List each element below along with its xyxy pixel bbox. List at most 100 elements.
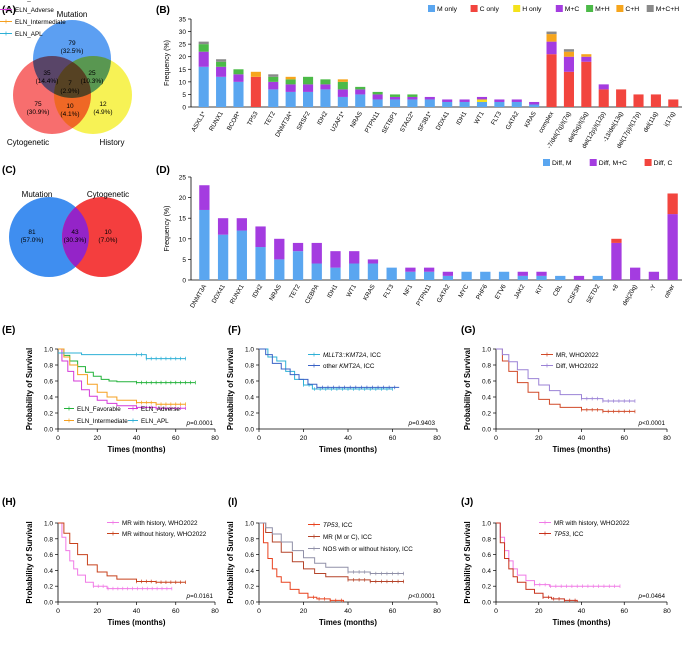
survival-curve — [259, 522, 404, 582]
y-tick-label: 0.6 — [44, 379, 53, 386]
y-tick-label: 1.0 — [44, 521, 53, 528]
bar-segment — [216, 59, 227, 62]
y-tick-label: 1.0 — [245, 347, 254, 354]
bar-segment — [424, 99, 435, 107]
bar-segment — [233, 81, 244, 107]
x-tick-label: NRAS — [268, 284, 283, 303]
x-tick-label: FLT3 — [490, 110, 503, 126]
y-axis-label: Probability of Survival — [226, 348, 235, 430]
bar-segment — [198, 66, 209, 107]
panel-label-i: (I) — [228, 497, 237, 508]
x-tick-label: complex — [537, 110, 555, 135]
bar-segment — [386, 267, 397, 280]
legend-label: other KMT2A, ICC — [323, 363, 375, 370]
y-tick-label: 0.8 — [482, 363, 491, 370]
bar-segment — [330, 251, 341, 268]
panel-b: (B) 0 5 10 15 20 25 30 35 Frequency (%) ASXL1* RUNX… — [156, 5, 682, 150]
legend-swatch — [543, 159, 550, 166]
panel-e: (E) 0.0 0.2 0.4 0.6 0.8 1.0 0 20 40 60 80 Times (mon… — [0, 0, 219, 454]
x-tick-label: 80 — [433, 435, 441, 442]
bar-segment — [216, 66, 227, 77]
x-tick-label: 0 — [257, 608, 261, 615]
x-tick-label: 60 — [172, 435, 180, 442]
bar-segment — [292, 251, 304, 280]
venn-count-c_only: 10 — [104, 229, 112, 236]
bar-segment — [476, 96, 488, 100]
bar-segment — [442, 99, 453, 102]
bar-segment — [355, 86, 366, 90]
bar-segment — [598, 84, 609, 90]
legend-label: H only — [522, 6, 542, 13]
venn-pct-mh: (10.3%) — [81, 78, 104, 85]
x-tick-label: NRAS — [349, 111, 364, 130]
panel-label-h: (H) — [2, 497, 16, 508]
x-axis-label: Times (months) — [319, 618, 377, 627]
bar-segment — [546, 54, 557, 107]
bar-segment — [250, 71, 261, 77]
bar-segment — [494, 101, 505, 107]
bar-segment — [372, 94, 383, 100]
legend-swatch — [586, 5, 594, 12]
survival-curve — [496, 522, 620, 587]
bar-segment — [355, 89, 366, 95]
panel-label-a: (A) — [2, 5, 16, 16]
x-tick-label: PTPN11 — [415, 283, 433, 307]
y-tick-label: 10 — [179, 79, 187, 86]
y-tick-label: 0.4 — [482, 395, 491, 402]
bar-segment — [611, 242, 622, 280]
x-tick-label: PHF6 — [475, 283, 489, 301]
bar-segment — [349, 251, 360, 264]
x-tick-label: TP53 — [246, 110, 260, 127]
x-tick-label: 80 — [211, 435, 219, 442]
y-tick-label: 0.8 — [245, 536, 254, 543]
x-tick-label: ASXL1* — [190, 110, 207, 133]
panel-label-j: (J) — [461, 497, 473, 508]
legend-label: Diff, C — [654, 160, 673, 167]
bar-segment — [233, 74, 244, 82]
panel-h: (H) 0.0 0.2 0.4 0.6 0.8 1.0 0 20 40 60 80 Times (mon… — [2, 497, 219, 627]
survival-curve — [259, 522, 345, 602]
legend-swatch — [555, 5, 563, 12]
y-tick-label: 1.0 — [482, 521, 491, 528]
x-tick-label: BCOR* — [226, 110, 243, 132]
bar-segment — [459, 99, 470, 102]
survival-curve — [496, 522, 578, 602]
x-tick-label: U2AF1* — [329, 110, 346, 133]
bar-segment — [407, 99, 418, 107]
panel-label-f: (F) — [228, 325, 241, 336]
p-value: p=0.0001 — [186, 420, 214, 427]
survival-curve — [259, 348, 393, 390]
x-tick-label: 60 — [389, 435, 397, 442]
venn-pct-mc: (14.4%) — [36, 78, 59, 85]
x-tick-label: del(20q) — [621, 284, 639, 308]
x-tick-label: IDH2 — [251, 283, 264, 299]
survival-curve — [58, 348, 186, 405]
survival-curve — [58, 352, 186, 360]
x-tick-label: STAG2* — [399, 110, 417, 134]
venn-count-m_only: 81 — [28, 229, 36, 236]
y-tick-label: 0.6 — [245, 552, 254, 559]
bar-segment — [337, 89, 348, 97]
bar-segment — [199, 209, 210, 280]
bar-segment — [236, 230, 247, 280]
venn-pct-c_only: (7.0%) — [98, 237, 117, 244]
panel-label-g: (G) — [461, 325, 475, 336]
bar-segment — [563, 51, 574, 57]
x-tick-label: GATA2 — [505, 110, 521, 131]
bar-segment — [598, 89, 609, 107]
y-tick-label: 1.0 — [482, 347, 491, 354]
x-axis-label: Times (months) — [553, 618, 611, 627]
x-tick-label: SETBP1 — [381, 110, 399, 135]
y-tick-label: 5 — [182, 92, 186, 99]
legend-label: MR without history, WHO2022 — [122, 531, 207, 538]
bar-segment — [389, 96, 401, 100]
x-tick-label: 60 — [172, 608, 180, 615]
bar-segment — [442, 101, 453, 107]
bar-segment — [498, 271, 510, 280]
x-tick-label: SRSF2 — [296, 110, 312, 132]
bar-segment — [216, 61, 227, 67]
bar-segment — [563, 56, 574, 72]
y-tick-label: 5 — [182, 257, 186, 264]
bar-segment — [592, 275, 603, 280]
bar-segment — [303, 76, 314, 85]
